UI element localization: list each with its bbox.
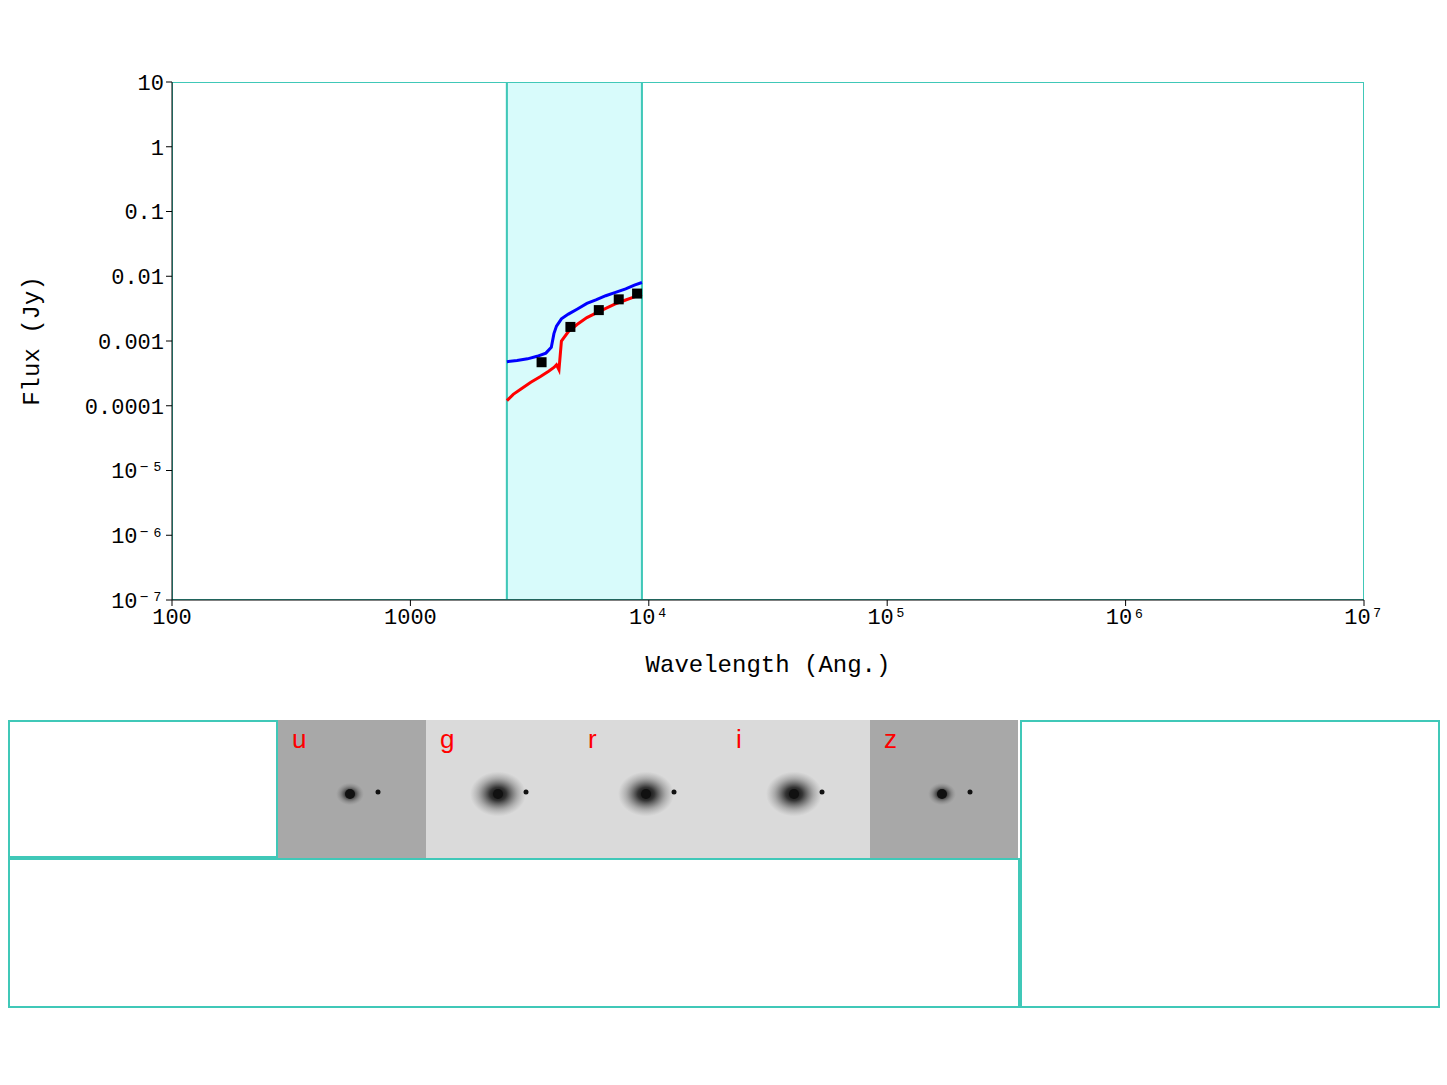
svg-text:Wavelength (Ang.): Wavelength (Ang.) [646, 652, 891, 679]
svg-text:0.0001: 0.0001 [85, 396, 164, 421]
svg-text:r: r [588, 724, 597, 754]
svg-text:u: u [292, 724, 306, 754]
svg-text:10⁻⁷: 10⁻⁷ [111, 590, 164, 615]
svg-text:10⁻⁶: 10⁻⁶ [111, 525, 164, 550]
svg-text:Flux (Jy): Flux (Jy) [19, 276, 46, 406]
svg-text:10⁴: 10⁴ [629, 606, 669, 631]
svg-text:1: 1 [151, 137, 164, 162]
svg-text:i: i [736, 724, 742, 754]
svg-text:10⁵: 10⁵ [867, 606, 907, 631]
svg-text:10⁶: 10⁶ [1106, 606, 1146, 631]
svg-text:10⁷: 10⁷ [1344, 606, 1384, 631]
svg-text:0.001: 0.001 [98, 331, 164, 356]
svg-text:0.1: 0.1 [124, 201, 164, 226]
svg-text:z: z [884, 724, 897, 754]
svg-text:10: 10 [138, 72, 164, 97]
svg-text:10⁻⁵: 10⁻⁵ [111, 460, 164, 485]
svg-text:1000: 1000 [384, 606, 437, 631]
svg-text:0.01: 0.01 [111, 266, 164, 291]
svg-text:100: 100 [152, 605, 192, 631]
svg-text:g: g [440, 724, 454, 754]
